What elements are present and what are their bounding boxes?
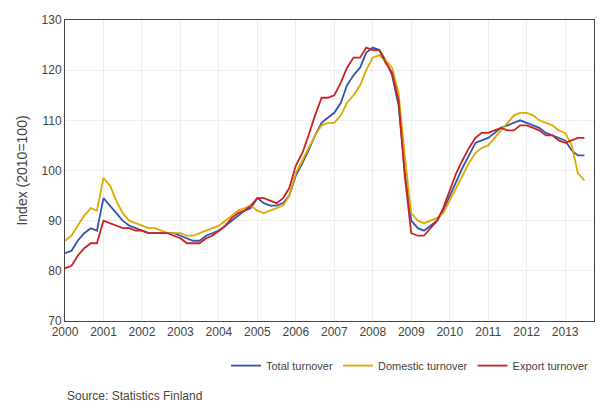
svg-text:2010: 2010 (436, 325, 463, 339)
svg-text:Index (2010=100): Index (2010=100) (14, 115, 30, 225)
svg-text:Source: Statistics Finland: Source: Statistics Finland (67, 389, 202, 403)
svg-text:2005: 2005 (244, 325, 271, 339)
svg-text:110: 110 (42, 114, 61, 128)
svg-text:2007: 2007 (321, 325, 348, 339)
svg-text:2006: 2006 (282, 325, 309, 339)
svg-text:Export turnover: Export turnover (513, 360, 589, 372)
svg-text:130: 130 (42, 13, 62, 27)
svg-text:2008: 2008 (359, 325, 386, 339)
svg-text:2003: 2003 (167, 325, 194, 339)
svg-text:2002: 2002 (129, 325, 156, 339)
svg-text:90: 90 (48, 214, 62, 228)
svg-text:70: 70 (48, 314, 62, 328)
svg-text:2013: 2013 (552, 325, 579, 339)
svg-text:2012: 2012 (513, 325, 540, 339)
svg-text:Total turnover: Total turnover (266, 360, 333, 372)
svg-text:100: 100 (42, 164, 62, 178)
svg-text:2009: 2009 (398, 325, 425, 339)
svg-text:2011: 2011 (475, 325, 501, 339)
svg-text:2001: 2001 (90, 325, 117, 339)
svg-text:2000: 2000 (52, 325, 79, 339)
svg-text:Domestic turnover: Domestic turnover (378, 360, 468, 372)
svg-text:2004: 2004 (206, 325, 233, 339)
svg-text:120: 120 (42, 63, 62, 77)
svg-text:80: 80 (48, 264, 62, 278)
